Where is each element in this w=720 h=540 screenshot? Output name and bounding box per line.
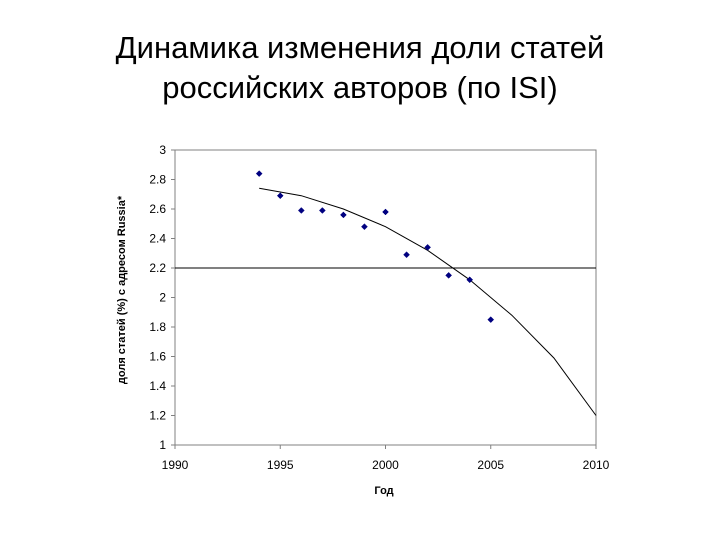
axes [171, 149, 597, 449]
slide-title: Динамика изменения доли статей российски… [0, 28, 720, 108]
y-tick-label: 1.6 [149, 350, 166, 364]
y-tick-label: 2 [159, 291, 166, 305]
x-tick-label: 1995 [267, 458, 294, 472]
y-tick-label: 2.4 [149, 232, 166, 246]
data-point [445, 272, 453, 279]
y-tick-label: 1.8 [149, 320, 166, 334]
data-point [424, 243, 431, 251]
x-axis-title: Год [374, 485, 393, 497]
data-point [382, 208, 389, 216]
y-tick-label: 3 [159, 143, 166, 157]
data-point [340, 211, 347, 219]
data-point [297, 207, 305, 214]
data-points [255, 170, 495, 323]
slide-title-line-2: российских авторов (по ISI) [162, 70, 558, 105]
y-tick-label: 1 [159, 438, 166, 452]
y-tick-label: 2.2 [149, 261, 166, 275]
tick-labels: 1 1.2 1.4 1.6 1.8 2 2.2 2.4 2.6 2.8 3 1990 1995 2000 2… [149, 143, 609, 472]
data-point [361, 223, 368, 231]
data-point [276, 192, 284, 200]
x-tick-label: 2000 [372, 458, 399, 472]
data-point [255, 170, 263, 177]
x-tick-label: 2005 [477, 458, 504, 472]
slide-title-line-1: Динамика изменения доли статей [115, 30, 605, 65]
y-tick-label: 2.8 [149, 173, 166, 187]
plot-area-border [174, 149, 597, 446]
x-tick-label: 2010 [583, 458, 610, 472]
y-tick-label: 2.6 [149, 202, 166, 216]
data-point [487, 316, 495, 323]
trendline [259, 187, 597, 416]
y-tick-label: 1.2 [149, 409, 166, 423]
data-point [318, 207, 326, 214]
data-point [403, 251, 410, 259]
y-tick-label: 1.4 [149, 379, 166, 393]
y-axis-title: доля статей (%) с адресом Russia* [116, 195, 128, 384]
trendline-layer [259, 187, 597, 416]
data-point [466, 276, 474, 284]
x-tick-label: 1990 [162, 458, 189, 472]
